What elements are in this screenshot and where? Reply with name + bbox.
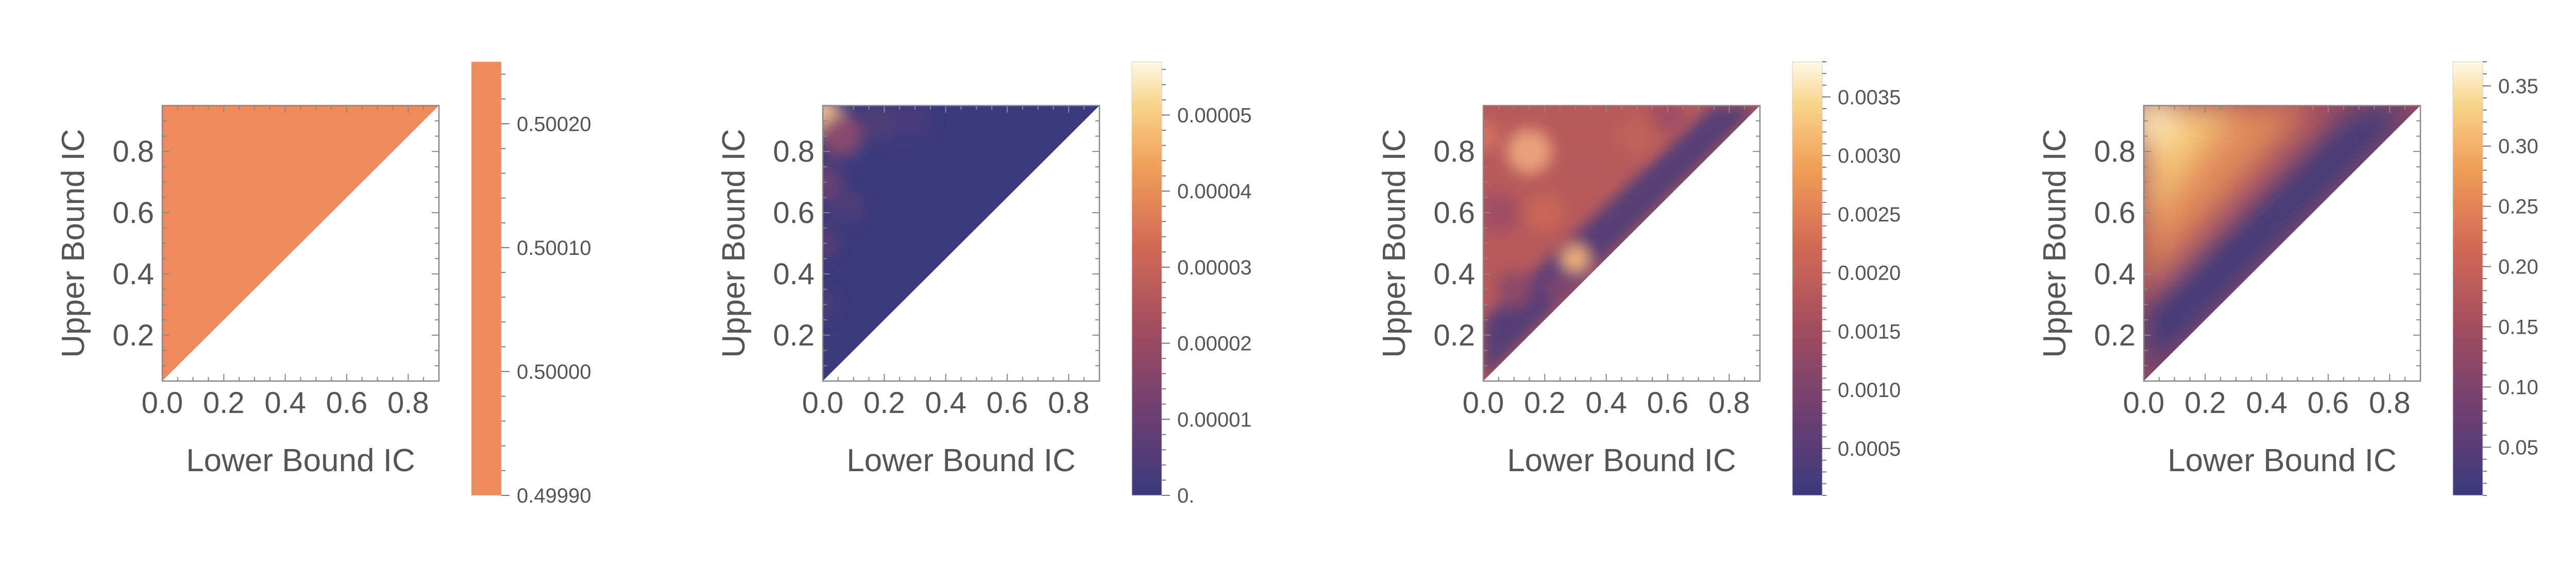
x-tick-label: 0.0 (1463, 386, 1504, 420)
colorbar-tick-label: 0.50010 (517, 237, 591, 260)
x-axis-title: Lower Bound IC (846, 443, 1076, 478)
colorbar-tick-label: 0.20 (2498, 256, 2538, 279)
x-tick-label: 0.4 (925, 386, 967, 420)
colorbar-tick-label: 0.0010 (1838, 379, 1901, 402)
y-axis-title: Upper Bound IC (716, 129, 752, 358)
y-tick-label: 0.8 (2094, 135, 2136, 168)
colorbar-tick-label: 0.0030 (1838, 145, 1901, 167)
y-tick-label: 0.8 (773, 135, 815, 168)
colorbar-tick-label: 0.50000 (517, 360, 591, 383)
colorbar-tick-label: 0.00004 (1177, 180, 1252, 203)
panel-2: 0.0 0.2 0.4 0.6 0.8 0.2 0.4 0.6 0.8 Lower Bound I… (716, 61, 1252, 507)
colorbar-tick-label: 0.0035 (1838, 86, 1901, 109)
panel-3: 0.0 0.2 0.4 0.6 0.8 0.2 0.4 0.6 0.8 Lower Bound I… (1377, 61, 1901, 496)
x-tick-label: 0.8 (1048, 386, 1090, 420)
heatmap-fill (162, 106, 439, 381)
colorbar-ticks (2483, 61, 2491, 496)
axis-ticks (2143, 105, 2421, 382)
colorbar (471, 61, 502, 496)
colorbar-tick-label: 0.0005 (1838, 438, 1901, 460)
colorbar-tick-label: 0.00003 (1177, 256, 1252, 279)
heatmap-region (823, 106, 1099, 381)
x-tick-label: 0.0 (142, 386, 183, 420)
heatmap-fill (823, 106, 1099, 381)
y-tick-label: 0.2 (2094, 319, 2136, 352)
y-tick-label: 0.2 (1433, 319, 1475, 352)
heatmap-region (162, 106, 439, 381)
colorbar-tick-label: 0. (1177, 485, 1194, 507)
colorbar-ticks (501, 74, 510, 496)
x-tick-label: 0.0 (802, 386, 844, 420)
y-axis-title: Upper Bound IC (1377, 129, 1412, 358)
x-tick-label: 0.6 (987, 386, 1028, 420)
x-tick-label: 0.2 (203, 386, 245, 420)
x-tick-label: 0.4 (1585, 386, 1627, 420)
y-axis-title: Upper Bound IC (2037, 129, 2073, 358)
x-tick-label: 0.8 (387, 386, 429, 420)
y-axis-title: Upper Bound IC (56, 129, 91, 358)
x-tick-label: 0.4 (264, 386, 306, 420)
colorbar-ticks (1162, 68, 1170, 496)
y-tick-label: 0.8 (112, 135, 154, 168)
axis-ticks (1483, 105, 1760, 382)
colorbar-tick-label: 0.0025 (1838, 203, 1901, 226)
colorbar-tick-label: 0.0015 (1838, 320, 1901, 343)
x-axis-title: Lower Bound IC (2167, 443, 2397, 478)
x-tick-label: 0.2 (1524, 386, 1566, 420)
x-tick-label: 0.8 (1708, 386, 1750, 420)
colorbar-tick-label: 0.00001 (1177, 408, 1252, 431)
x-axis-title: Lower Bound IC (1507, 443, 1736, 478)
y-tick-label: 0.4 (773, 257, 815, 291)
colorbar-ticks (1822, 61, 1831, 496)
y-tick-label: 0.4 (1433, 257, 1475, 291)
x-tick-label: 0.2 (2184, 386, 2226, 420)
colorbar-tick-label: 0.00002 (1177, 333, 1252, 355)
x-tick-label: 0.6 (2308, 386, 2349, 420)
heatmap-texture (1483, 106, 1760, 381)
colorbar-tick-label: 0.00005 (1177, 104, 1252, 127)
panel-1: 0.0 0.2 0.4 0.6 0.8 0.2 0.4 0.6 0.8 Lower Bound I… (56, 61, 591, 507)
colorbar (1131, 61, 1162, 496)
panel-4: 0.0 0.2 0.4 0.6 0.8 0.2 0.4 0.6 0.8 Lower Bound I… (2037, 61, 2538, 496)
heatmap-region (2144, 106, 2420, 381)
y-tick-label: 0.6 (2094, 196, 2136, 230)
colorbar-tick-label: 0.25 (2498, 196, 2538, 218)
x-tick-label: 0.8 (2369, 386, 2411, 420)
x-tick-label: 0.6 (1647, 386, 1689, 420)
y-tick-label: 0.2 (773, 319, 815, 352)
x-tick-label: 0.2 (863, 386, 905, 420)
colorbar-tick-label: 0.30 (2498, 135, 2538, 158)
y-tick-label: 0.6 (112, 196, 154, 230)
y-tick-label: 0.4 (112, 257, 154, 291)
heatmap-texture (2144, 106, 2420, 381)
colorbar-tick-label: 0.50020 (517, 113, 591, 135)
heatmap-texture (823, 106, 933, 319)
axis-ticks (162, 105, 439, 382)
y-tick-label: 0.6 (773, 196, 815, 230)
heatmap-region (1483, 106, 1760, 381)
colorbar (2452, 61, 2483, 496)
x-tick-label: 0.6 (326, 386, 368, 420)
y-tick-label: 0.8 (1433, 135, 1475, 168)
colorbar-tick-label: 0.35 (2498, 75, 2538, 98)
colorbar (1792, 61, 1823, 496)
colorbar-tick-label: 0.10 (2498, 376, 2538, 399)
colorbar-tick-label: 0.0020 (1838, 262, 1901, 285)
colorbar-tick-label: 0.49990 (517, 485, 591, 507)
x-tick-label: 0.0 (2123, 386, 2165, 420)
colorbar-tick-label: 0.05 (2498, 436, 2538, 459)
y-tick-label: 0.4 (2094, 257, 2136, 291)
x-tick-label: 0.4 (2246, 386, 2287, 420)
y-tick-label: 0.6 (1433, 196, 1475, 230)
colorbar-tick-label: 0.15 (2498, 316, 2538, 339)
axis-ticks (822, 105, 1100, 382)
y-tick-label: 0.2 (112, 319, 154, 352)
x-axis-title: Lower Bound IC (186, 443, 415, 478)
